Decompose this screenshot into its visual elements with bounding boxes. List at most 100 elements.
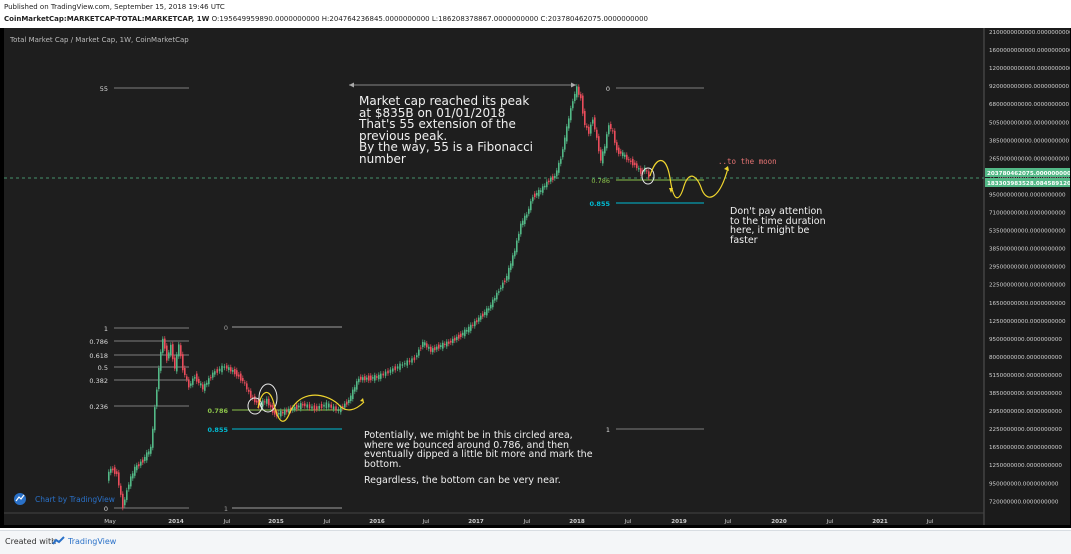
- candle-body: [214, 371, 216, 375]
- chart-area[interactable]: Total Market Cap / Market Cap, 1W, CoinM…: [4, 28, 1070, 525]
- candle-body: [368, 375, 370, 381]
- candle-body: [198, 379, 200, 383]
- candle-body: [406, 360, 408, 366]
- candle-body: [500, 287, 502, 290]
- range-arrow-left-head: [349, 82, 354, 88]
- footer-bar: Created with TradingView: [0, 530, 1071, 554]
- candle-body: [358, 378, 360, 383]
- candle-body: [454, 337, 456, 341]
- price-axis-panel: [984, 28, 1070, 525]
- candle-body: [332, 406, 335, 410]
- candle-body: [202, 384, 204, 390]
- candle-body: [492, 299, 494, 308]
- candle-body: [466, 330, 468, 332]
- candle-body: [122, 493, 124, 508]
- x-tick-label: 2019: [671, 519, 687, 525]
- candle-body: [496, 292, 498, 300]
- candle-body: [286, 410, 288, 413]
- candle-body: [180, 345, 182, 357]
- time-note: Don't pay attention to the time duration…: [730, 206, 826, 246]
- y-tick-label: 265000000000.0000000000: [989, 156, 1070, 162]
- fib-left-label: 1: [104, 325, 108, 333]
- circle-area-2: [247, 397, 263, 415]
- y-tick-label: 680000000000.0000000000: [989, 102, 1070, 108]
- candle-body: [196, 373, 198, 382]
- candle-body: [534, 193, 536, 198]
- candle-body: [311, 406, 313, 409]
- x-tick-label: 2020: [771, 519, 787, 525]
- candle-body: [396, 366, 399, 369]
- candle-body: [564, 137, 566, 150]
- candle-body: [484, 312, 486, 315]
- candle-body: [172, 344, 174, 360]
- candle-body: [116, 471, 118, 474]
- x-tick-label: 2021: [872, 519, 888, 525]
- candle-body: [628, 159, 630, 161]
- candle-body: [516, 240, 518, 253]
- chart-svg[interactable]: Total Market Cap / Market Cap, 1W, CoinM…: [4, 28, 1070, 525]
- ohlc-values: O:195649959890.0000000000 H:204764236845…: [211, 15, 648, 23]
- candle-body: [646, 170, 648, 172]
- candle-body: [256, 400, 258, 403]
- bottom-note: Regardless, the bottom can be very near.: [364, 475, 561, 486]
- candle-body: [274, 411, 276, 415]
- candle-body: [418, 349, 420, 356]
- candle-body: [316, 406, 318, 410]
- candle-body: [648, 171, 650, 178]
- candle-body: [162, 338, 164, 353]
- candle-body: [260, 403, 262, 405]
- candle-body: [318, 406, 320, 409]
- candle-body: [428, 346, 430, 349]
- candle-body: [378, 374, 380, 380]
- candle-body: [194, 377, 196, 379]
- candle-body: [448, 341, 450, 344]
- candle-body: [308, 404, 311, 409]
- fib-right-0-label: 0: [606, 85, 610, 93]
- candle-body: [306, 404, 308, 408]
- candle-body: [352, 389, 354, 399]
- candle-body: [608, 125, 610, 135]
- candle-body: [598, 136, 600, 152]
- fib-right-786-label: 0.786: [591, 177, 610, 185]
- candle-body: [168, 352, 170, 359]
- candle-body: [242, 378, 244, 381]
- x-tick-label: 2015: [268, 519, 284, 525]
- fib-left-label: 0.236: [89, 403, 108, 411]
- candle-body: [342, 406, 344, 409]
- y-tick-label: 125000000000.0000000000: [989, 174, 1070, 180]
- candle-body: [134, 466, 136, 476]
- last-price-label: 203780462075.0000000000: [987, 171, 1070, 177]
- watermark-logo-mark: [15, 494, 25, 502]
- candle-body: [330, 404, 332, 408]
- y-tick-label: 22500000000.0000000000: [989, 283, 1066, 289]
- second-price-box: [985, 178, 1070, 187]
- candle-body: [356, 381, 358, 390]
- candle-body: [401, 364, 404, 366]
- candle-body: [558, 162, 560, 173]
- candle-body: [413, 357, 416, 361]
- candle-body: [470, 324, 472, 331]
- candle-body: [574, 94, 576, 101]
- candle-body: [392, 368, 394, 372]
- candle-body: [164, 338, 166, 349]
- candle-body: [498, 291, 500, 293]
- fib-left-label: 0.5: [98, 364, 108, 372]
- candle-body: [510, 263, 512, 270]
- tradingview-link[interactable]: TradingView: [68, 537, 117, 546]
- candle-body: [488, 308, 490, 311]
- candle-body: [366, 377, 368, 380]
- candle-body: [440, 345, 442, 347]
- candle-body: [546, 181, 548, 188]
- candle-body: [340, 407, 342, 413]
- candle-body: [284, 410, 286, 415]
- candle-body: [562, 149, 564, 158]
- candle-body: [304, 403, 306, 407]
- candle-body: [582, 95, 584, 114]
- candle-body: [350, 395, 352, 401]
- candle-body: [364, 376, 366, 381]
- candle-body: [387, 370, 389, 374]
- candle-body: [620, 151, 622, 154]
- fib-right-855-label: 0.855: [589, 200, 610, 208]
- candle-body: [430, 346, 432, 352]
- y-tick-label: 29500000000.0000000000: [989, 265, 1066, 271]
